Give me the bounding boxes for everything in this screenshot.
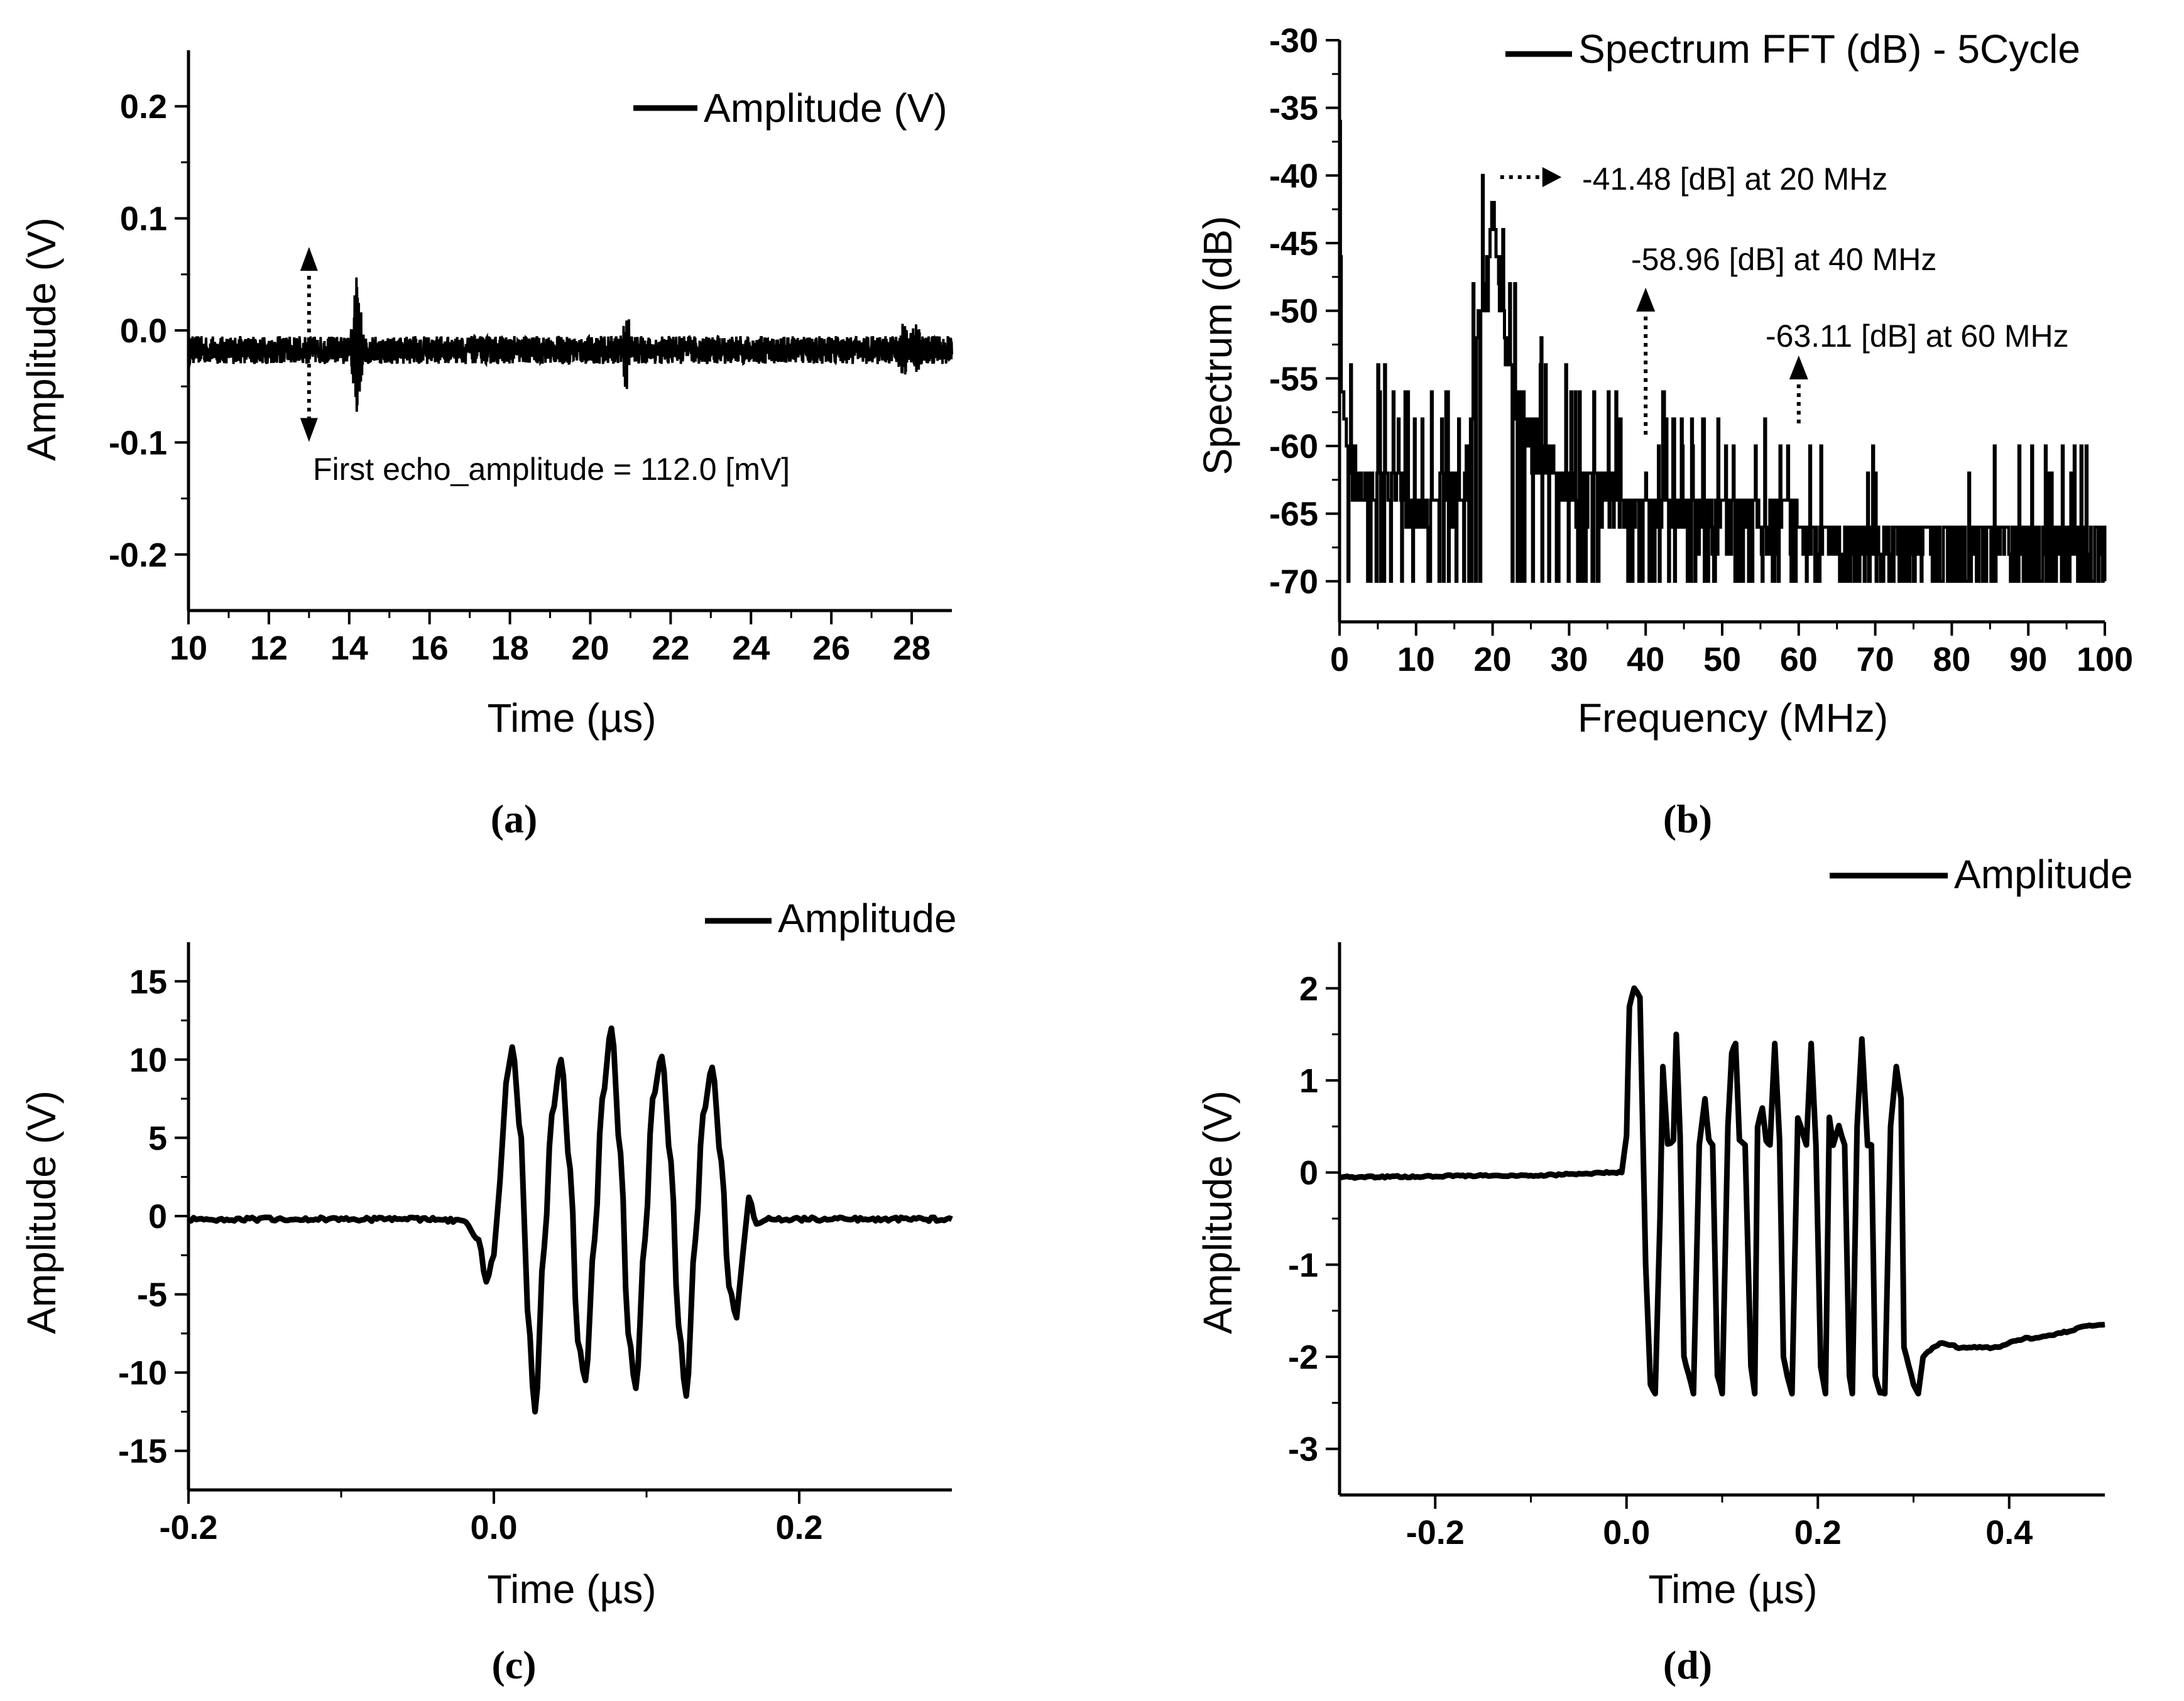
panel-a-x-tick-label: 24 [732, 629, 770, 667]
panel-b-annotation-arrowhead-40mhz [1636, 288, 1656, 312]
panel-a-y-tick-label: 0.2 [120, 88, 167, 126]
panel-b-x-tick-label: 80 [1933, 641, 1970, 678]
panel-b-x-tick-label: 40 [1627, 641, 1664, 678]
panel-a-x-axis-title: Time (µs) [487, 695, 656, 741]
panel-a-y-tick-label: -0.2 [109, 536, 167, 574]
panel-a-x-tick-label: 20 [571, 629, 609, 667]
panel-b-y-tick-label: -70 [1269, 563, 1318, 601]
panel-b-x-tick-label: 10 [1397, 641, 1435, 678]
panel-d-y-tick-label: 1 [1299, 1062, 1318, 1100]
panel-c-y-tick-label: 10 [129, 1041, 167, 1079]
panel-b-x-tick-label: 50 [1703, 641, 1741, 678]
panel-b-y-tick-label: -55 [1269, 360, 1318, 398]
panel-c-y-tick-label: 0 [148, 1198, 167, 1236]
panel-b-y-tick-label: -35 [1269, 90, 1318, 128]
panel-c-y-axis-title: Amplitude (V) [19, 1090, 64, 1334]
panel-a-x-tick-label: 28 [893, 629, 931, 667]
panel-b-y-tick-label: -60 [1269, 428, 1318, 465]
panel-a-x-tick-label: 14 [330, 629, 368, 667]
panel-b-x-tick-label: 70 [1857, 641, 1894, 678]
panel-a-annotation-arrowhead-down [300, 418, 318, 442]
panel-d-y-tick-label: -2 [1288, 1339, 1318, 1376]
panel-d-x-tick-label: -0.2 [1406, 1514, 1465, 1552]
panel-a-x-tick-label: 26 [812, 629, 850, 667]
panel-c-caption: (c) [491, 1643, 536, 1687]
panel-b-annotation-arrowhead-20mhz [1542, 167, 1562, 187]
panel-a-y-tick-label: 0.0 [120, 312, 167, 350]
panel-a: 10 12 14 16 18 20 22 24 26 28 -0.2 -0.1 0.0 0.1 0.2 [109, 50, 953, 667]
panel-b-y-tick-label: -50 [1269, 293, 1318, 330]
panel-b-legend-label: Spectrum FFT (dB) - 5Cycle [1578, 26, 2080, 72]
panel-d-y-tick-label: -3 [1288, 1431, 1318, 1469]
panel-c-series-line [188, 1025, 953, 1415]
panel-a-y-tick-label: -0.1 [109, 424, 167, 462]
panel-c-x-tick-label: -0.2 [159, 1509, 217, 1546]
panel-a-x-tick-label: 10 [170, 629, 207, 667]
panel-a-x-tick-label: 22 [652, 629, 689, 667]
panel-d: -0.2 0.0 0.2 0.4 -3 -2 -1 0 1 2 [1288, 942, 2105, 1552]
panel-d-y-tick-label: 0 [1299, 1155, 1318, 1192]
panel-d-x-tick-label: 0.0 [1603, 1514, 1650, 1552]
panel-a-series-line [187, 277, 953, 412]
panel-b-x-tick-label: 0 [1330, 641, 1349, 678]
panel-b-y-tick-label: -45 [1269, 225, 1318, 263]
panel-b: 0 10 20 30 40 50 60 70 80 90 100 -70 -65 -60 -55 -50 -45… [1269, 22, 2133, 678]
panel-a-annotation-arrowhead-up [300, 247, 318, 271]
panel-c-y-tick-label: -15 [118, 1433, 167, 1470]
panel-b-annotation-60mhz: -63.11 [dB] at 60 MHz [1766, 318, 2069, 354]
panel-a-x-tick-label: 18 [491, 629, 529, 667]
panel-b-x-tick-label: 30 [1550, 641, 1588, 678]
panel-b-annotation-40mhz: -58.96 [dB] at 40 MHz [1631, 242, 1936, 277]
panel-d-series-line [1338, 985, 2105, 1397]
panel-c-x-tick-label: 0.2 [775, 1509, 822, 1546]
panel-c-y-tick-label: -10 [118, 1354, 167, 1392]
panel-a-y-axis-title: Amplitude (V) [19, 217, 64, 461]
panel-d-x-tick-label: 0.2 [1794, 1514, 1842, 1552]
panel-b-x-tick-label: 100 [2077, 641, 2133, 678]
panel-a-annotation-first-echo: First echo_amplitude = 112.0 [mV] [313, 452, 790, 487]
panel-b-y-tick-label: -40 [1269, 157, 1318, 195]
panel-b-series-line [1338, 119, 2107, 583]
panel-c-x-tick-label: 0.0 [470, 1509, 517, 1546]
panel-c-y-tick-label: -5 [137, 1276, 167, 1314]
panel-d-legend-label: Amplitude [1954, 852, 2133, 897]
panel-a-y-tick-label: 0.1 [120, 200, 167, 238]
panel-b-y-tick-label: -30 [1269, 22, 1318, 60]
panel-b-caption: (b) [1663, 796, 1712, 841]
panel-d-x-axis-title: Time (µs) [1648, 1567, 1817, 1612]
panel-b-annotation-20mhz: -41.48 [dB] at 20 MHz [1582, 161, 1887, 197]
panel-b-y-axis-title: Spectrum (dB) [1195, 216, 1240, 476]
panel-a-caption: (a) [491, 796, 538, 841]
panel-c-y-tick-label: 5 [148, 1119, 167, 1157]
panel-b-x-tick-label: 90 [2009, 641, 2047, 678]
panel-d-caption: (d) [1663, 1643, 1712, 1687]
panel-b-x-tick-label: 60 [1780, 641, 1818, 678]
panel-d-y-tick-label: 2 [1299, 970, 1318, 1008]
panel-a-x-tick-label: 16 [411, 629, 449, 667]
panel-a-x-tick-label: 12 [250, 629, 288, 667]
panel-d-y-tick-label: -1 [1288, 1246, 1318, 1284]
panel-c: -0.2 0.0 0.2 -15 -10 -5 0 5 10 15 [118, 942, 953, 1546]
panel-b-annotation-arrowhead-60mhz [1789, 356, 1808, 379]
panel-a-legend-label: Amplitude (V) [704, 85, 947, 131]
panel-d-x-tick-label: 0.4 [1985, 1514, 2033, 1552]
panel-c-y-tick-label: 15 [129, 963, 167, 1001]
panel-b-y-tick-label: -65 [1269, 496, 1318, 533]
panel-d-y-axis-title: Amplitude (V) [1195, 1090, 1240, 1334]
panel-b-x-axis-title: Frequency (MHz) [1578, 695, 1888, 741]
panel-b-x-tick-label: 20 [1474, 641, 1512, 678]
panel-c-legend-label: Amplitude [778, 896, 957, 941]
panel-c-x-axis-title: Time (µs) [487, 1567, 656, 1612]
